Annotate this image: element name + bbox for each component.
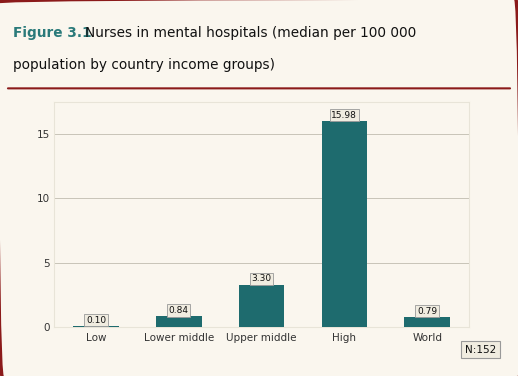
Bar <box>73 326 119 327</box>
Text: Nurses in mental hospitals (median per 100 000: Nurses in mental hospitals (median per 1… <box>85 26 416 40</box>
Bar <box>239 285 284 327</box>
Text: 0.84: 0.84 <box>169 306 189 315</box>
Text: 0.10: 0.10 <box>86 315 106 324</box>
Text: 3.30: 3.30 <box>252 274 271 283</box>
Bar <box>156 316 202 327</box>
Bar <box>322 121 367 327</box>
Text: population by country income groups): population by country income groups) <box>13 58 275 72</box>
Text: N:152: N:152 <box>465 345 496 355</box>
Text: 15.98: 15.98 <box>332 111 357 120</box>
Bar <box>405 317 450 327</box>
Text: Figure 3.1: Figure 3.1 <box>13 26 92 40</box>
Text: 0.79: 0.79 <box>417 307 437 315</box>
